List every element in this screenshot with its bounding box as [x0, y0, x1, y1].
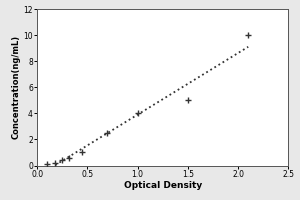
X-axis label: Optical Density: Optical Density — [124, 181, 202, 190]
Y-axis label: Concentration(ng/mL): Concentration(ng/mL) — [12, 35, 21, 139]
